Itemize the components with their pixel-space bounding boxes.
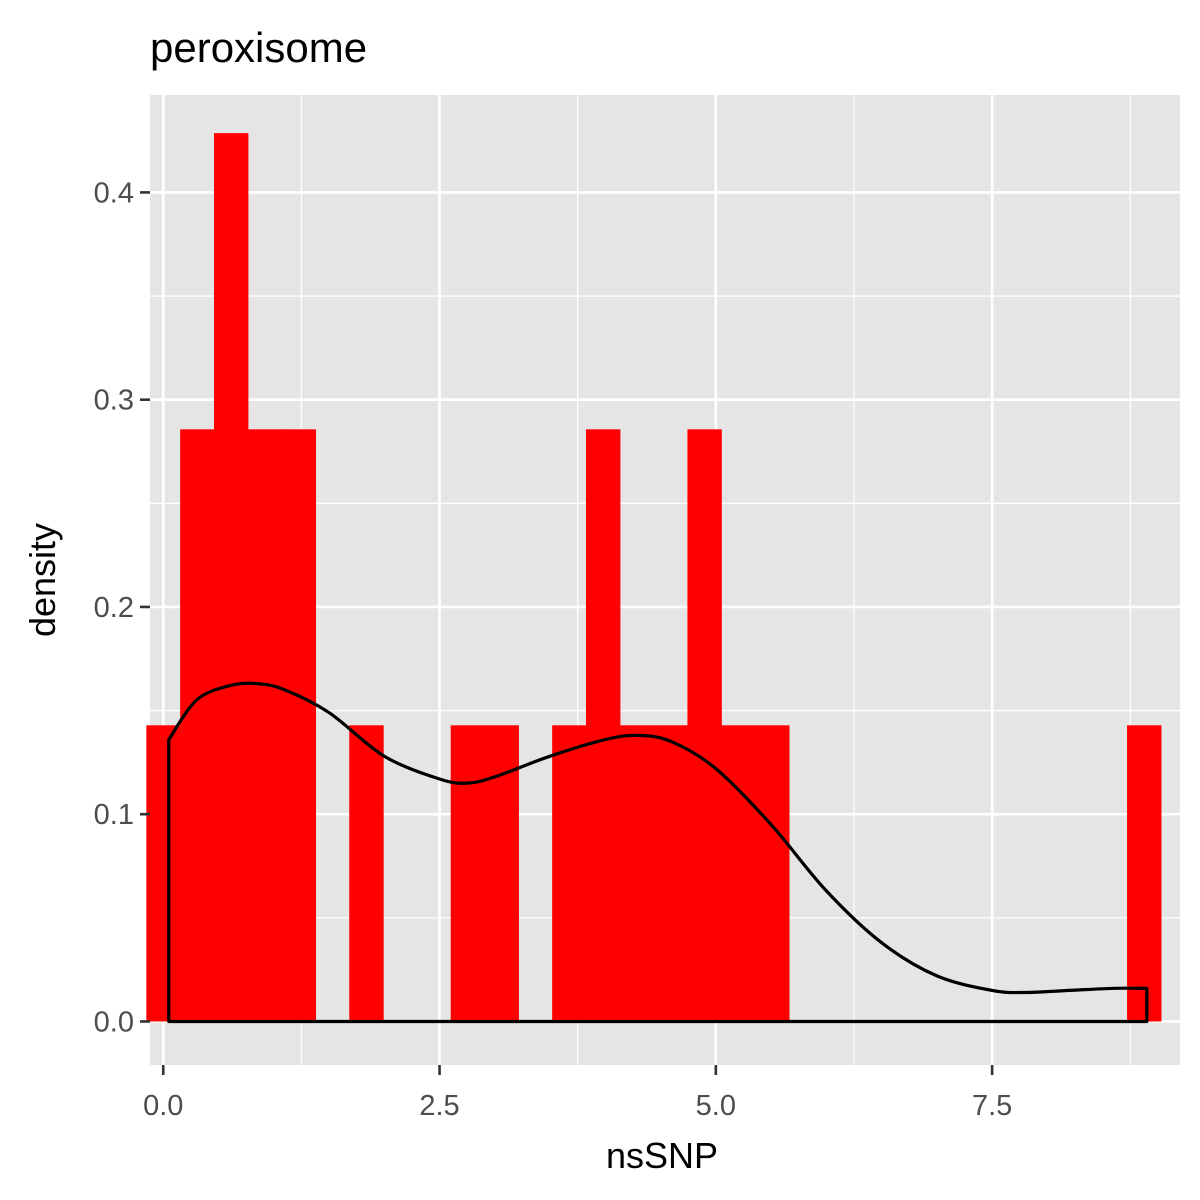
- histogram-bar: [349, 725, 384, 1022]
- histogram-bar: [552, 725, 587, 1022]
- x-axis-title: nsSNP: [606, 1135, 718, 1176]
- y-tick-label: 0.3: [94, 385, 134, 417]
- histogram-bar: [1127, 725, 1162, 1022]
- y-axis-title: density: [22, 523, 63, 637]
- y-tick-label: 0.4: [94, 177, 134, 209]
- histogram-bar: [213, 133, 249, 1022]
- histogram-bar: [653, 725, 689, 1022]
- histogram-bar: [281, 429, 317, 1022]
- minor-gridlines: [150, 95, 1180, 1065]
- x-tick-label: 0.0: [143, 1090, 183, 1122]
- x-tick-label: 2.5: [419, 1090, 459, 1122]
- chart-title: peroxisome: [150, 24, 367, 71]
- histogram-bar: [585, 429, 621, 1022]
- histogram-bar: [450, 725, 486, 1022]
- histogram-bar: [755, 725, 790, 1022]
- histogram-bars: [146, 133, 1162, 1022]
- x-tick-label: 7.5: [972, 1090, 1012, 1122]
- histogram-bar: [180, 429, 215, 1022]
- density-curve: [167, 681, 1149, 1024]
- y-axis: 0.0 0.1 0.2 0.3 0.4: [94, 177, 150, 1038]
- y-tick-label: 0.2: [94, 592, 134, 624]
- y-tick-label: 0.0: [94, 1006, 134, 1038]
- y-tick-label: 0.1: [94, 799, 134, 831]
- histogram-bar: [619, 725, 655, 1022]
- x-tick-label: 5.0: [696, 1090, 736, 1122]
- histogram-bar: [247, 429, 283, 1022]
- histogram-bar: [146, 725, 181, 1022]
- x-axis: 0.0 2.5 5.0 7.5: [143, 1065, 1012, 1122]
- histogram-bar: [687, 429, 722, 1022]
- histogram-bar: [721, 725, 756, 1022]
